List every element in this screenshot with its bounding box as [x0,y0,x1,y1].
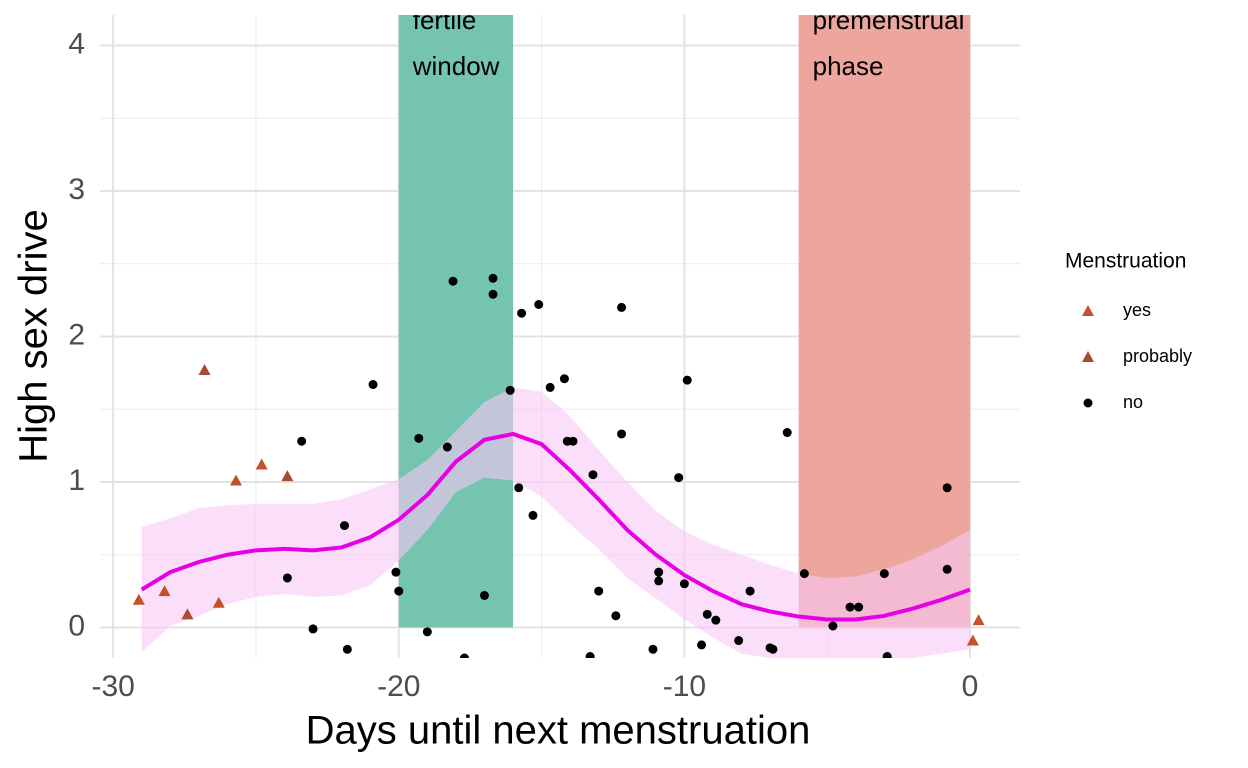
x-tick-label: -20 [377,670,420,703]
point [697,640,707,650]
y-axis-label: High sex drive [12,209,56,462]
smooth-line [140,431,971,622]
point [459,653,469,658]
point [488,273,498,283]
y-tick-label: 3 [68,173,85,206]
point [942,483,952,493]
point [479,590,489,600]
point [297,436,307,446]
point [394,586,404,596]
point [308,624,318,634]
point [517,308,527,318]
point [648,644,658,654]
point [879,569,889,579]
point [734,636,744,646]
x-axis-label: Days until next menstruation [306,709,811,753]
legend-key [1082,305,1094,316]
x-tick-label: -10 [663,670,706,703]
point [768,644,778,654]
point [966,634,979,646]
point [545,382,555,392]
point [255,458,268,470]
region-label: premenstrual [813,5,965,35]
point [514,483,524,493]
point [342,644,352,654]
point [594,586,604,596]
y-tick-label: 0 [68,609,85,642]
legend-label: yes [1123,300,1151,320]
point [617,302,627,312]
point [745,586,755,596]
legend-key [1083,398,1093,408]
legend-title: Menstruation [1065,250,1186,273]
point [845,602,855,612]
point [782,428,792,438]
point [181,608,194,620]
point [281,470,294,482]
point [448,276,458,286]
x-tick-label: 0 [962,670,979,703]
y-tick-label: 4 [68,27,85,60]
x-tick-label: -30 [91,670,134,703]
region [798,15,971,628]
y-tick-label: 2 [68,318,85,351]
confidence-band [141,387,971,658]
point [854,602,864,612]
plot-area: fertile window premenstrual phase [132,5,985,658]
point [654,567,664,577]
region-label: window [412,51,500,81]
point [442,442,452,452]
point [368,380,378,390]
point [132,593,145,605]
point [882,652,892,658]
point [679,579,689,589]
point [942,564,952,574]
legend-key [1082,351,1094,362]
point [654,576,664,586]
point [212,596,225,608]
point [339,521,349,531]
point [617,429,627,439]
point [702,609,712,619]
region-label: fertile [413,5,477,35]
point [488,289,498,299]
point [568,436,578,446]
point [229,474,242,486]
point [828,621,838,631]
point [711,615,721,625]
legend-label: no [1123,392,1143,412]
point [799,569,809,579]
point [534,299,544,309]
point [505,385,515,395]
legend-label: probably [1123,346,1192,366]
point [528,510,538,520]
point [422,627,432,637]
region-label: phase [813,51,884,81]
point [158,585,171,597]
point [198,363,211,375]
point [588,470,598,480]
point [611,611,621,621]
y-tick-label: 1 [68,464,85,497]
point [682,375,692,385]
point [674,473,684,483]
point [585,652,595,658]
point [972,614,985,626]
point [414,433,424,443]
point [559,374,569,384]
point [391,567,401,577]
point [282,573,292,583]
